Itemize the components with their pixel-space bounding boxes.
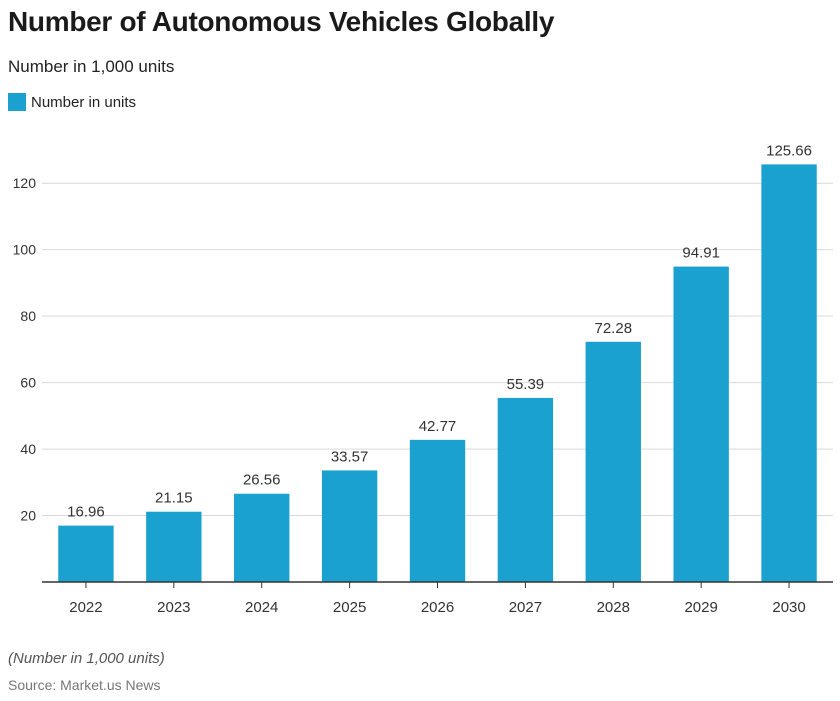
x-tick-label: 2025 [333, 599, 366, 616]
data-label: 33.57 [331, 448, 369, 465]
bar [761, 164, 817, 583]
y-tick-label: 40 [20, 441, 36, 457]
bar [321, 470, 378, 582]
y-tick-label: 20 [20, 508, 36, 524]
y-tick-label: 60 [20, 375, 36, 391]
x-tick-label: 2029 [684, 599, 717, 616]
data-label: 26.56 [243, 472, 281, 489]
bar [146, 511, 202, 582]
legend: Number in units [8, 93, 136, 111]
x-tick-label: 2026 [421, 599, 454, 616]
data-label: 94.91 [682, 245, 720, 262]
data-label: 42.77 [419, 418, 457, 435]
data-labels: 16.96 21.15 26.56 33.57 42.77 55.39 72.28 94.91… [67, 142, 812, 520]
y-tick-label: 100 [13, 242, 37, 258]
bars [58, 164, 817, 583]
legend-swatch [8, 93, 26, 111]
chart-subtitle: Number in 1,000 units [8, 57, 175, 76]
x-axis: 2022 2023 2024 2025 2026 2027 2028 2029 2030 [42, 581, 833, 616]
legend-label: Number in units [31, 93, 137, 111]
chart-title: Number of Autonomous Vehicles Globally [8, 6, 555, 37]
x-tick-label: 2023 [157, 599, 190, 616]
bar [673, 266, 729, 582]
bar [585, 341, 641, 582]
x-tick-label: 2022 [69, 599, 102, 616]
data-label: 16.96 [67, 504, 105, 521]
x-tick-label: 2027 [509, 599, 542, 616]
bar [234, 493, 290, 582]
footnote: (Number in 1,000 units) [8, 650, 165, 667]
x-tick-label: 2028 [597, 599, 630, 616]
x-tick-label: 2030 [772, 599, 805, 616]
source-note: Source: Market.us News [8, 677, 161, 693]
y-tick-label: 80 [20, 308, 36, 324]
data-label: 21.15 [155, 490, 193, 507]
y-tick-label: 120 [13, 175, 37, 191]
bar-chart: 20 40 60 80 100 120 16.96 21.15 26.56 33.57 42.77… [13, 142, 833, 616]
bar [497, 397, 554, 582]
y-axis: 20 40 60 80 100 120 [13, 175, 37, 523]
bar [58, 525, 114, 582]
x-tick-label: 2024 [245, 599, 278, 616]
data-label: 72.28 [595, 320, 633, 337]
bar [409, 439, 466, 582]
data-label: 55.39 [507, 376, 545, 393]
data-label: 125.66 [766, 142, 812, 159]
